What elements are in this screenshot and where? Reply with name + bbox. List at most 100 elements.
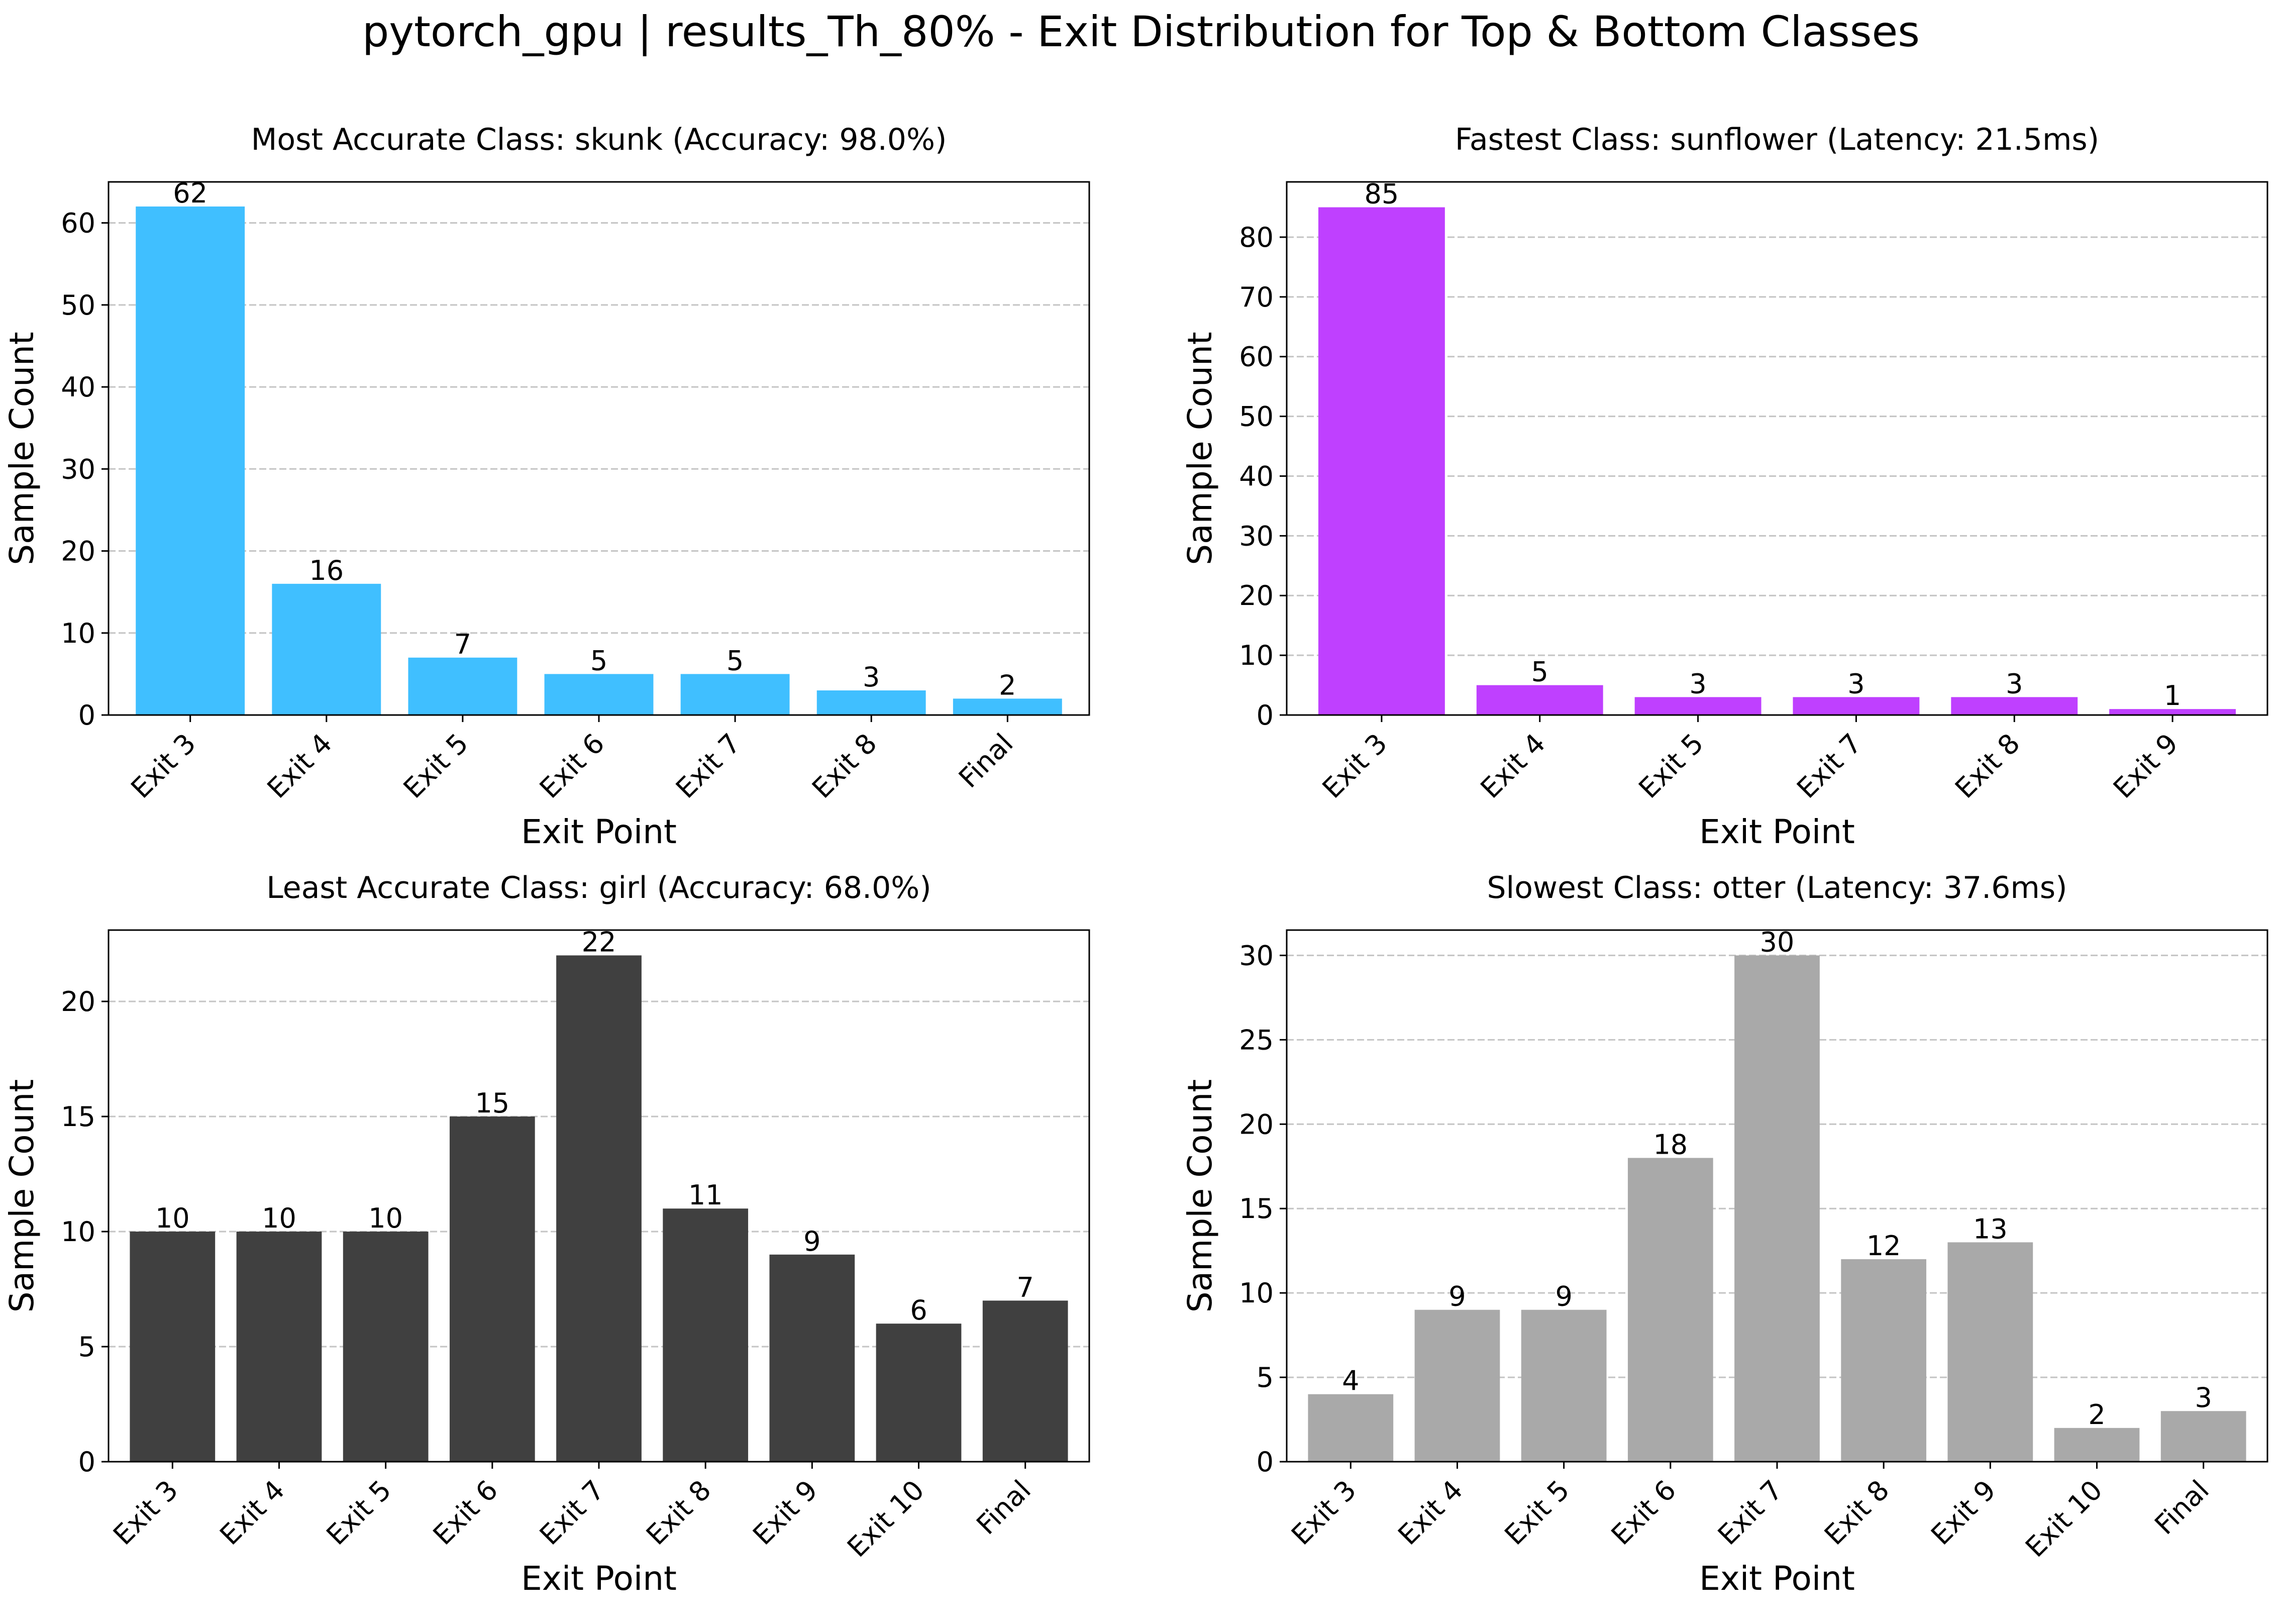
y-tick-label: 0 — [78, 699, 95, 731]
chart-title: Slowest Class: otter (Latency: 37.6ms) — [1487, 870, 2067, 905]
x-tick-label: Final — [970, 1474, 1037, 1541]
bar — [1521, 1309, 1607, 1462]
x-axis-label: Exit Point — [521, 1559, 677, 1598]
bar-value-label: 6 — [910, 1294, 927, 1326]
bar-value-label: 10 — [155, 1202, 190, 1234]
x-tick-label: Exit 9 — [1925, 1474, 2002, 1551]
x-axis-label: Exit Point — [521, 813, 677, 851]
bar-value-label: 3 — [2195, 1382, 2212, 1413]
y-tick-label: 40 — [61, 371, 95, 403]
bar-value-label: 22 — [582, 926, 616, 958]
x-tick-label: Exit 10 — [841, 1474, 930, 1564]
bar-value-label: 30 — [1760, 926, 1795, 958]
bar-value-label: 11 — [688, 1179, 723, 1211]
bar-value-label: 3 — [1689, 668, 1706, 699]
y-tick-label: 20 — [1239, 580, 1274, 612]
bar — [2160, 1411, 2246, 1462]
bar-value-label: 16 — [309, 555, 344, 586]
axes-frame — [108, 181, 1090, 716]
x-tick-label: Final — [953, 728, 1019, 794]
x-tick-label: Exit 6 — [534, 728, 610, 804]
bar — [556, 955, 642, 1462]
x-tick-label: Exit 3 — [125, 728, 202, 804]
bar-value-label: 9 — [803, 1226, 820, 1257]
bar-value-label: 5 — [590, 645, 607, 676]
x-tick-label: Exit 7 — [1712, 1474, 1789, 1551]
bar — [982, 1300, 1068, 1462]
bar — [2054, 1428, 2140, 1462]
bar — [136, 206, 245, 715]
bar — [544, 674, 654, 715]
x-tick-label: Exit 5 — [321, 1474, 397, 1551]
bar — [1476, 685, 1603, 715]
y-tick-label: 20 — [61, 536, 95, 567]
y-tick-label: 5 — [1257, 1362, 1274, 1393]
bar-value-label: 1 — [2164, 680, 2181, 712]
bar — [449, 1116, 535, 1462]
x-tick-label: Exit 4 — [1475, 728, 1551, 804]
bar — [1734, 955, 1820, 1462]
chart-title: Most Accurate Class: skunk (Accuracy: 98… — [251, 122, 947, 157]
bar-value-label: 7 — [454, 629, 471, 660]
y-tick-label: 20 — [1239, 1108, 1274, 1140]
bar — [1414, 1309, 1500, 1462]
x-tick-label: Exit 3 — [1316, 728, 1393, 804]
bar-value-label: 3 — [2006, 668, 2023, 699]
bar — [1634, 697, 1761, 715]
y-tick-label: 0 — [1257, 1446, 1274, 1478]
bar — [1308, 1394, 1394, 1462]
bar-value-label: 2 — [2088, 1399, 2105, 1431]
bar-value-label: 9 — [1555, 1281, 1572, 1312]
bar-value-label: 13 — [1973, 1213, 2008, 1245]
x-axis-label: Exit Point — [1699, 813, 1855, 851]
bar — [130, 1231, 216, 1462]
y-tick-label: 20 — [61, 986, 95, 1018]
y-axis-label: Sample Count — [3, 1079, 41, 1312]
x-tick-label: Exit 9 — [747, 1474, 823, 1551]
x-tick-label: Exit 9 — [2107, 728, 2184, 804]
figure-suptitle: pytorch_gpu | results_Th_80% - Exit Dist… — [362, 7, 1920, 56]
bar — [663, 1208, 749, 1462]
y-tick-label: 5 — [78, 1331, 95, 1363]
bar-value-label: 10 — [368, 1202, 403, 1234]
bar-value-label: 4 — [1342, 1365, 1359, 1397]
bar — [343, 1231, 429, 1462]
y-tick-label: 10 — [1239, 640, 1274, 671]
bar-value-label: 18 — [1653, 1129, 1688, 1160]
bar — [1841, 1259, 1927, 1462]
x-tick-label: Exit 8 — [1818, 1474, 1895, 1551]
bar-value-label: 12 — [1866, 1230, 1901, 1262]
x-tick-label: Exit 5 — [397, 728, 474, 804]
y-tick-label: 0 — [78, 1446, 95, 1478]
bar — [236, 1231, 322, 1462]
x-tick-label: Exit 3 — [107, 1474, 184, 1551]
y-tick-label: 60 — [1239, 341, 1274, 373]
x-tick-label: Exit 6 — [1605, 1474, 1682, 1551]
x-tick-label: Exit 7 — [670, 728, 747, 804]
bar-value-label: 10 — [262, 1202, 296, 1234]
chart-title: Least Accurate Class: girl (Accuracy: 68… — [266, 870, 931, 905]
x-tick-label: Exit 4 — [1392, 1474, 1469, 1551]
bar — [816, 690, 926, 715]
chart-panel-3: 10 10 10 15 22 11 9 6 7 0 5 10 15 20 Exit 3 Exit 4 Exit … — [3, 870, 1090, 1598]
x-tick-label: Exit 5 — [1632, 728, 1709, 804]
x-tick-label: Exit 8 — [1949, 728, 2026, 804]
y-axis-label: Sample Count — [3, 332, 41, 565]
x-tick-label: Exit 8 — [640, 1474, 717, 1551]
y-tick-label: 60 — [61, 208, 95, 239]
bar — [953, 698, 1062, 715]
y-tick-label: 50 — [61, 289, 95, 321]
y-axis-label: Sample Count — [1181, 332, 1219, 565]
bar — [1793, 697, 1920, 715]
bar — [2109, 709, 2236, 715]
x-tick-label: Exit 4 — [214, 1474, 290, 1551]
bar — [1627, 1158, 1713, 1462]
y-tick-label: 70 — [1239, 281, 1274, 313]
y-tick-label: 10 — [1239, 1277, 1274, 1309]
x-tick-label: Exit 5 — [1499, 1474, 1576, 1551]
x-axis-label: Exit Point — [1699, 1559, 1855, 1598]
y-tick-label: 15 — [61, 1101, 95, 1133]
